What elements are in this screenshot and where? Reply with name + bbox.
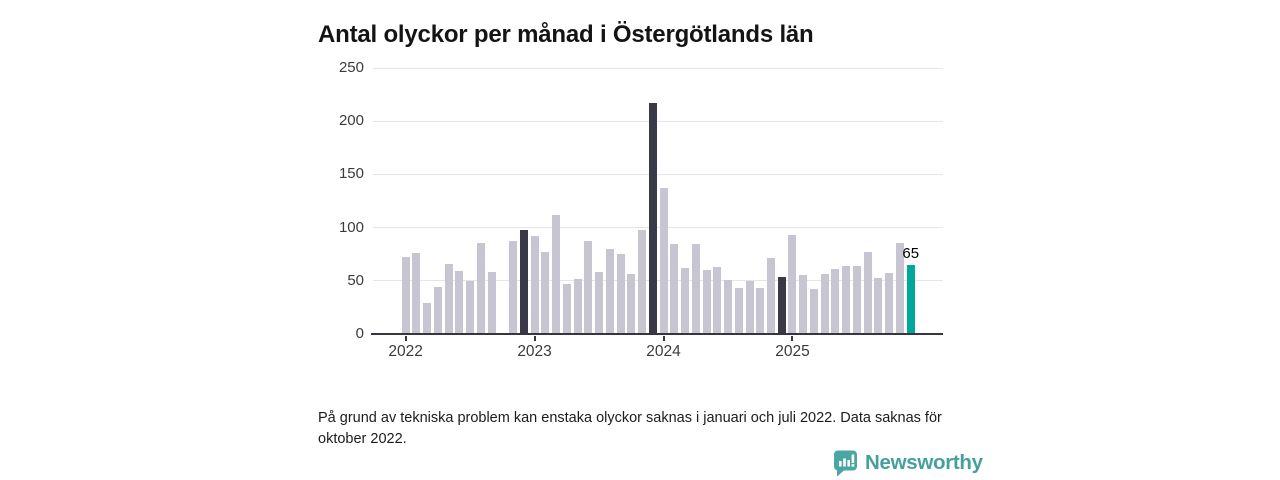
x-tick-label-2025: 2025 xyxy=(775,343,810,360)
bar-2023-08 xyxy=(605,248,614,334)
bar-2024-01 xyxy=(659,188,668,334)
bar-2025-08 xyxy=(863,252,872,334)
bar-2022-09 xyxy=(487,272,496,334)
bar-2023-04 xyxy=(562,284,571,334)
bar-2024-08 xyxy=(734,288,743,334)
footnote-line-2: oktober 2022. xyxy=(318,430,407,447)
bar-2024-09 xyxy=(745,280,754,334)
chart-title: Antal olyckor per månad i Östergötlands … xyxy=(318,21,814,49)
bar-2022-05 xyxy=(444,263,453,334)
bar-2023-10 xyxy=(627,274,636,334)
logo-text: Newsworthy xyxy=(865,450,983,474)
y-gridline-200 xyxy=(373,120,943,122)
bar-2025-04 xyxy=(820,274,829,334)
bar-2025-01 xyxy=(788,235,797,334)
y-tick-label-0: 0 xyxy=(355,325,364,342)
y-tick-label-50: 50 xyxy=(347,271,364,289)
bar-2022-04 xyxy=(433,287,442,334)
bar-2024-07 xyxy=(724,279,732,334)
bar-2023-09 xyxy=(616,254,625,334)
x-axis-tick-2025 xyxy=(791,336,794,341)
y-tick-label-100: 100 xyxy=(338,218,364,236)
bar-2025-06 xyxy=(842,265,851,334)
x-axis-tick-2024 xyxy=(662,336,665,341)
y-gridline-250 xyxy=(373,67,943,69)
x-tick-label-2022: 2022 xyxy=(388,343,423,360)
bar-2024-11 xyxy=(766,258,775,334)
plot-area: 2022 2023 2024 2025 65 xyxy=(371,67,943,360)
x-axis-tick-2022 xyxy=(404,336,407,341)
speech-bubble-bar-chart-icon xyxy=(832,449,858,476)
x-tick-label-2024: 2024 xyxy=(646,343,681,360)
bar-2025-05 xyxy=(831,269,840,334)
bar-2025-02 xyxy=(799,275,808,334)
bar-2023-11 xyxy=(638,229,647,334)
y-tick-label-150: 150 xyxy=(338,165,364,183)
x-axis-line xyxy=(371,333,943,335)
bar-2024-03 xyxy=(681,268,690,334)
bar-2025-09 xyxy=(874,277,883,334)
x-tick-label-2023: 2023 xyxy=(517,343,552,360)
bar-2022-11 xyxy=(509,241,518,334)
highlight-value-label: 65 xyxy=(902,244,920,262)
bar-2023-12 xyxy=(648,103,657,334)
bar-2024-04 xyxy=(691,243,700,334)
y-gridline-50 xyxy=(373,280,943,282)
bar-2022-12 xyxy=(519,229,528,334)
y-tick-label-250: 250 xyxy=(338,59,364,76)
bar-2023-03 xyxy=(552,214,561,334)
bar-2022-01 xyxy=(401,257,410,334)
bar-2024-10 xyxy=(756,288,765,334)
newsworthy-logo: Newsworthy xyxy=(832,449,983,476)
x-axis-tick-2023 xyxy=(533,336,536,341)
bar-2024-05 xyxy=(702,270,711,334)
footnote-line-1: På grund av tekniska problem kan enstaka… xyxy=(318,409,942,426)
bar-2022-08 xyxy=(476,242,485,334)
y-tick-label-200: 200 xyxy=(338,112,364,130)
bar-2025-07 xyxy=(852,265,861,334)
bar-2023-06 xyxy=(584,241,593,334)
bar-2023-01 xyxy=(530,236,539,334)
bar-2025-10 xyxy=(885,273,894,334)
bar-2024-12 xyxy=(777,276,786,334)
bar-2023-05 xyxy=(573,278,582,334)
figure: Antal olyckor per månad i Östergötlands … xyxy=(318,0,983,480)
bar-2023-07 xyxy=(595,272,604,334)
bar-2024-06 xyxy=(713,266,722,334)
y-gridline-150 xyxy=(373,173,943,175)
y-gridline-100 xyxy=(373,227,943,229)
bar-2022-06 xyxy=(455,271,464,334)
bar-2025-03 xyxy=(809,289,818,334)
bar-2024-02 xyxy=(670,243,679,334)
bar-2025-11 xyxy=(895,242,904,334)
bar-2022-02 xyxy=(412,253,421,334)
bar-2023-02 xyxy=(541,252,550,334)
bar-2022-03 xyxy=(423,303,432,334)
bar-2022-07 xyxy=(466,280,475,334)
footnote: På grund av tekniska problem kan enstaka… xyxy=(318,408,942,450)
bar-2025-12 xyxy=(906,264,915,334)
